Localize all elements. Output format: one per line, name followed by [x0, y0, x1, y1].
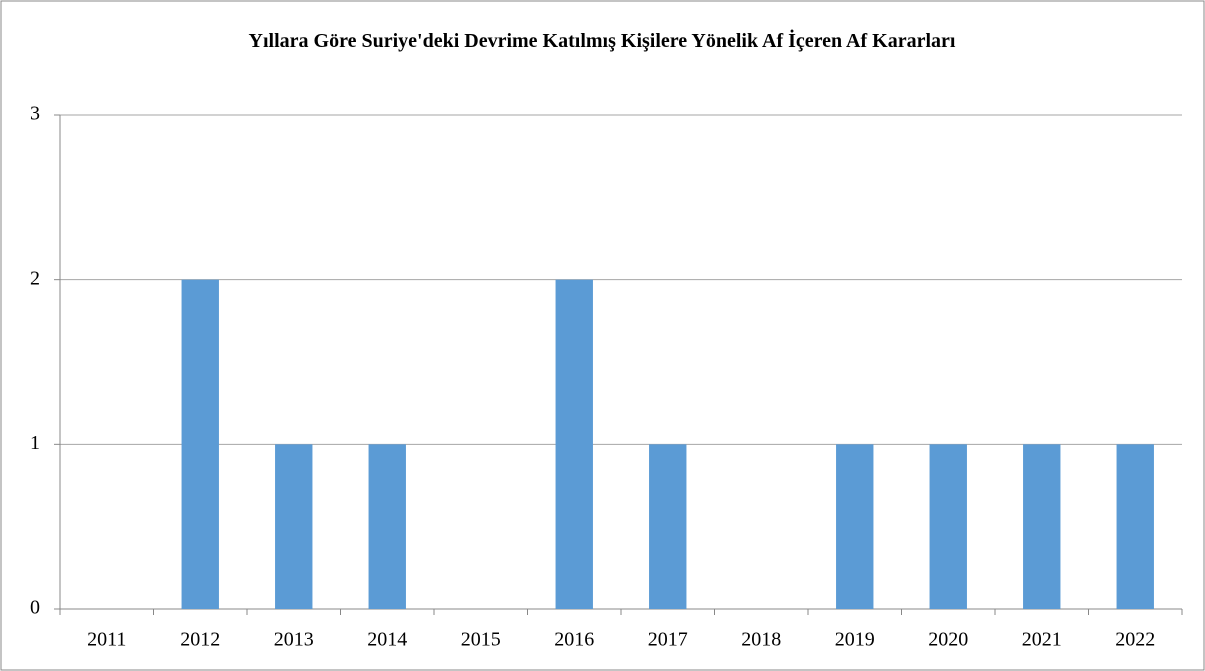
bar	[181, 279, 219, 609]
x-tick-label: 2011	[87, 629, 126, 651]
x-tick-label: 2018	[741, 629, 781, 651]
x-tick-label: 2021	[1022, 629, 1062, 651]
bar	[275, 444, 313, 609]
x-tick-label: 2017	[648, 629, 688, 651]
y-tick-label: 2	[30, 267, 40, 289]
x-tick-label: 2022	[1115, 629, 1155, 651]
bar	[555, 279, 593, 609]
x-tick-label: 2012	[180, 629, 220, 651]
x-tick-label: 2019	[835, 629, 875, 651]
y-tick-label: 0	[30, 597, 40, 619]
chart-title: Yıllara Göre Suriye'deki Devrime Katılmı…	[248, 30, 956, 52]
bar	[368, 444, 406, 609]
x-tick-label: 2014	[367, 629, 407, 651]
bar	[836, 444, 874, 609]
bar	[649, 444, 687, 609]
bar	[1116, 444, 1154, 609]
bar	[1023, 444, 1061, 609]
x-tick-label: 2016	[554, 629, 594, 651]
x-tick-label: 2020	[928, 629, 968, 651]
x-tick-label: 2015	[461, 629, 501, 651]
y-tick-label: 3	[30, 103, 40, 125]
bar	[929, 444, 967, 609]
y-tick-label: 1	[30, 432, 40, 454]
x-tick-label: 2013	[274, 629, 314, 651]
